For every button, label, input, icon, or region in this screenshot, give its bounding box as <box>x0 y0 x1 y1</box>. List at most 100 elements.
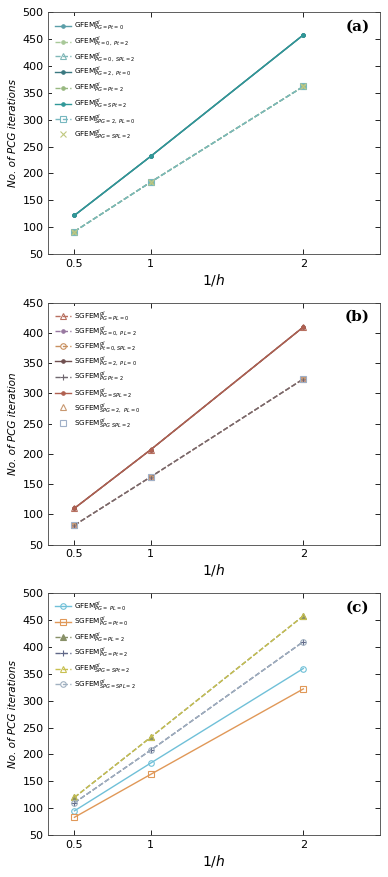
GFEM$^{gl}_{PG=2,\ Pt=0}$ <box>149 151 153 161</box>
SGFEM$^{gl}_{PG=Pt=2}$ <box>301 637 306 647</box>
Text: (b): (b) <box>345 310 370 324</box>
Line: GFEM$^{gl}_{PG=SPt=2}$: GFEM$^{gl}_{PG=SPt=2}$ <box>71 32 307 219</box>
Line: SGFEM$^{gl}_{PG=2,\ PL=0}$: SGFEM$^{gl}_{PG=2,\ PL=0}$ <box>71 324 307 512</box>
Line: GFEM$^{gl}_{PG=Pt=2}$: GFEM$^{gl}_{PG=Pt=2}$ <box>71 83 307 235</box>
X-axis label: $\mathit{1/h}$: $\mathit{1/h}$ <box>203 272 226 288</box>
GFEM$^{gl}_{PG=Pt=0}$ <box>301 30 306 40</box>
GFEM$^{gl}_{PG=Pt=2}$ <box>149 177 153 188</box>
GFEM$^{gl}_{PG=Pt=2}$ <box>72 226 77 237</box>
SGFEM$^{gl}_{SPG=2,\ PL=0}$ <box>72 520 77 531</box>
Y-axis label: No. of PCG iterations: No. of PCG iterations <box>8 79 18 187</box>
GFEM$^{gl}_{SPG=2,\ PL=0}$ <box>72 226 77 237</box>
GFEM$^{gl}_{PG=SPt=2}$ <box>72 210 77 221</box>
SGFEM$^{gl}_{SPG\ SPL=2}$ <box>72 520 77 531</box>
X-axis label: $\mathit{1/h}$: $\mathit{1/h}$ <box>203 852 226 868</box>
GFEM$^{gl}_{SPG=SPL=2}$ <box>149 177 153 188</box>
SGFEM$^{gl}_{PG=0,\ PL=2}$ <box>149 472 153 482</box>
Legend: GFEM$^{gl}_{PG=\ PL=0}$, SGFEM$^{gl}_{PG=Pt=0}$, GFEM$^{gl}_{PG=PL=2}$, SGFEM$^{: GFEM$^{gl}_{PG=\ PL=0}$, SGFEM$^{gl}_{PG… <box>52 597 139 695</box>
SGFEM$^{gl}_{SPG=2,\ PL=0}$ <box>149 472 153 482</box>
Line: GFEM$^{gl}_{SPG=SPt=2}$: GFEM$^{gl}_{SPG=SPt=2}$ <box>72 613 306 800</box>
GFEM$^{gl}_{PG=Pt=0}$ <box>149 151 153 161</box>
Line: GFEM$^{gl}_{PG=Pt=0}$: GFEM$^{gl}_{PG=Pt=0}$ <box>71 32 307 219</box>
SGFEM$^{gl}_{PG=Pt=0}$ <box>72 812 77 823</box>
GFEM$^{gl}_{PG=\ PL=0}$ <box>72 806 77 816</box>
Line: GFEM$^{gl}_{PG=2,\ Pt=0}$: GFEM$^{gl}_{PG=2,\ Pt=0}$ <box>71 32 307 219</box>
SGFEM$^{gl}_{SPG=SPL=2}$ <box>72 797 77 808</box>
SGFEM$^{gl}_{Pt=0,SPL=2}$ <box>149 472 153 482</box>
GFEM$^{gl}_{PG=0,\ SPL=2}$ <box>72 226 77 237</box>
GFEM$^{gl}_{SPG=SPL=2}$ <box>72 226 77 237</box>
Line: GFEM$^{gl}_{PG=PL=2}$: GFEM$^{gl}_{PG=PL=2}$ <box>72 613 306 800</box>
SGFEM$^{gl}_{PG=0,\ PL=2}$ <box>72 520 77 531</box>
Line: GFEM$^{gl}_{Pt=0,\ Pt=2}$: GFEM$^{gl}_{Pt=0,\ Pt=2}$ <box>71 83 307 235</box>
SGFEM$^{gl}_{PG=Pt=2}$ <box>149 745 153 755</box>
Line: SGFEM$^{gl}_{PG\ Pt=2}$: SGFEM$^{gl}_{PG\ Pt=2}$ <box>71 375 307 529</box>
SGFEM$^{gl}_{PG=Pt=0}$ <box>149 769 153 780</box>
GFEM$^{gl}_{PG=SPt=2}$ <box>301 30 306 40</box>
SGFEM$^{gl}_{PG=Pt=0}$ <box>301 684 306 695</box>
GFEM$^{gl}_{PG=Pt=2}$ <box>301 82 306 92</box>
GFEM$^{gl}_{PG=0,\ SPL=2}$ <box>149 177 153 188</box>
GFEM$^{gl}_{PG=2,\ Pt=0}$ <box>301 30 306 40</box>
SGFEM$^{gl}_{PG=Pt=2}$ <box>72 797 77 808</box>
Y-axis label: No. of PCG iteration: No. of PCG iteration <box>8 373 18 475</box>
Text: (c): (c) <box>346 601 370 615</box>
Line: SGFEM$^{gl}_{PG=Pt=2}$: SGFEM$^{gl}_{PG=Pt=2}$ <box>71 638 307 806</box>
SGFEM$^{gl}_{PG=2,\ PL=0}$ <box>72 503 77 514</box>
GFEM$^{gl}_{SPG=SPt=2}$ <box>72 792 77 802</box>
Legend: GFEM$^{gl}_{PG=Pt=0}$, GFEM$^{gl}_{Pt=0,\ Pt=2}$, GFEM$^{gl}_{PG=0,\ SPL=2}$, GF: GFEM$^{gl}_{PG=Pt=0}$, GFEM$^{gl}_{Pt=0,… <box>52 16 138 144</box>
SGFEM$^{gl}_{Pt=0,SPL=2}$ <box>72 520 77 531</box>
X-axis label: $\mathit{1/h}$: $\mathit{1/h}$ <box>203 562 226 578</box>
Line: SGFEM$^{gl}_{Pt=0,SPL=2}$: SGFEM$^{gl}_{Pt=0,SPL=2}$ <box>72 376 306 528</box>
SGFEM$^{gl}_{PG=SPL=2}$ <box>301 322 306 332</box>
Line: SGFEM$^{gl}_{PG=0,\ PL=2}$: SGFEM$^{gl}_{PG=0,\ PL=2}$ <box>71 375 307 529</box>
Line: SGFEM$^{gl}_{PG=Pt=0}$: SGFEM$^{gl}_{PG=Pt=0}$ <box>72 686 306 820</box>
SGFEM$^{gl}_{PG=SPL=2}$ <box>72 503 77 514</box>
SGFEM$^{gl}_{PG=PL=0}$ <box>149 445 153 455</box>
SGFEM$^{gl}_{PG=0,\ PL=2}$ <box>301 374 306 384</box>
GFEM$^{gl}_{SPG=2,\ PL=0}$ <box>301 82 306 92</box>
Line: SGFEM$^{gl}_{SPG=2,\ PL=0}$: SGFEM$^{gl}_{SPG=2,\ PL=0}$ <box>72 376 306 528</box>
Line: SGFEM$^{gl}_{SPG=SPL=2}$: SGFEM$^{gl}_{SPG=SPL=2}$ <box>72 638 306 806</box>
SGFEM$^{gl}_{SPG=SPL=2}$ <box>301 637 306 647</box>
GFEM$^{gl}_{PG=Pt=0}$ <box>72 210 77 221</box>
GFEM$^{gl}_{PG=2,\ Pt=0}$ <box>72 210 77 221</box>
SGFEM$^{gl}_{PG=PL=0}$ <box>72 503 77 514</box>
Line: GFEM$^{gl}_{PG=0,\ SPL=2}$: GFEM$^{gl}_{PG=0,\ SPL=2}$ <box>72 83 306 234</box>
GFEM$^{gl}_{SPG=SPt=2}$ <box>301 610 306 621</box>
SGFEM$^{gl}_{PG=2,\ PL=0}$ <box>149 445 153 455</box>
GFEM$^{gl}_{PG=SPt=2}$ <box>149 151 153 161</box>
SGFEM$^{gl}_{SPG\ SPL=2}$ <box>301 374 306 384</box>
SGFEM$^{gl}_{PG=2,\ PL=0}$ <box>301 322 306 332</box>
Line: GFEM$^{gl}_{PG=\ PL=0}$: GFEM$^{gl}_{PG=\ PL=0}$ <box>72 666 306 814</box>
GFEM$^{gl}_{Pt=0,\ Pt=2}$ <box>149 177 153 188</box>
SGFEM$^{gl}_{PG=PL=0}$ <box>301 322 306 332</box>
GFEM$^{gl}_{Pt=0,\ Pt=2}$ <box>72 226 77 237</box>
Line: SGFEM$^{gl}_{SPG\ SPL=2}$: SGFEM$^{gl}_{SPG\ SPL=2}$ <box>72 376 306 528</box>
GFEM$^{gl}_{PG=0,\ SPL=2}$ <box>301 82 306 92</box>
GFEM$^{gl}_{SPG=SPL=2}$ <box>301 82 306 92</box>
SGFEM$^{gl}_{Pt=0,SPL=2}$ <box>301 374 306 384</box>
Legend: SGFEM$^{gl}_{PG=PL=0}$, SGFEM$^{gl}_{PG=0,\ PL=2}$, SGFEM$^{gl}_{Pt=0,SPL=2}$, S: SGFEM$^{gl}_{PG=PL=0}$, SGFEM$^{gl}_{PG=… <box>52 306 143 432</box>
GFEM$^{gl}_{PG=\ PL=0}$ <box>149 758 153 768</box>
SGFEM$^{gl}_{PG\ Pt=2}$ <box>301 374 306 384</box>
SGFEM$^{gl}_{PG=SPL=2}$ <box>149 445 153 455</box>
GFEM$^{gl}_{SPG=SPt=2}$ <box>149 732 153 743</box>
GFEM$^{gl}_{PG=PL=2}$ <box>72 792 77 802</box>
Text: (a): (a) <box>345 19 370 33</box>
Line: SGFEM$^{gl}_{PG=PL=0}$: SGFEM$^{gl}_{PG=PL=0}$ <box>72 324 306 511</box>
SGFEM$^{gl}_{PG\ Pt=2}$ <box>72 520 77 531</box>
GFEM$^{gl}_{Pt=0,\ Pt=2}$ <box>301 82 306 92</box>
GFEM$^{gl}_{SPG=2,\ PL=0}$ <box>149 177 153 188</box>
SGFEM$^{gl}_{SPG=2,\ PL=0}$ <box>301 374 306 384</box>
Line: GFEM$^{gl}_{SPG=2,\ PL=0}$: GFEM$^{gl}_{SPG=2,\ PL=0}$ <box>72 83 306 234</box>
SGFEM$^{gl}_{PG\ Pt=2}$ <box>149 472 153 482</box>
GFEM$^{gl}_{PG=PL=2}$ <box>149 732 153 743</box>
Y-axis label: No. of PCG iterations: No. of PCG iterations <box>8 660 18 768</box>
SGFEM$^{gl}_{SPG\ SPL=2}$ <box>149 472 153 482</box>
GFEM$^{gl}_{PG=\ PL=0}$ <box>301 663 306 674</box>
SGFEM$^{gl}_{SPG=SPL=2}$ <box>149 745 153 755</box>
Line: GFEM$^{gl}_{SPG=SPL=2}$: GFEM$^{gl}_{SPG=SPL=2}$ <box>71 83 307 235</box>
GFEM$^{gl}_{PG=PL=2}$ <box>301 610 306 621</box>
Line: SGFEM$^{gl}_{PG=SPL=2}$: SGFEM$^{gl}_{PG=SPL=2}$ <box>71 324 307 512</box>
